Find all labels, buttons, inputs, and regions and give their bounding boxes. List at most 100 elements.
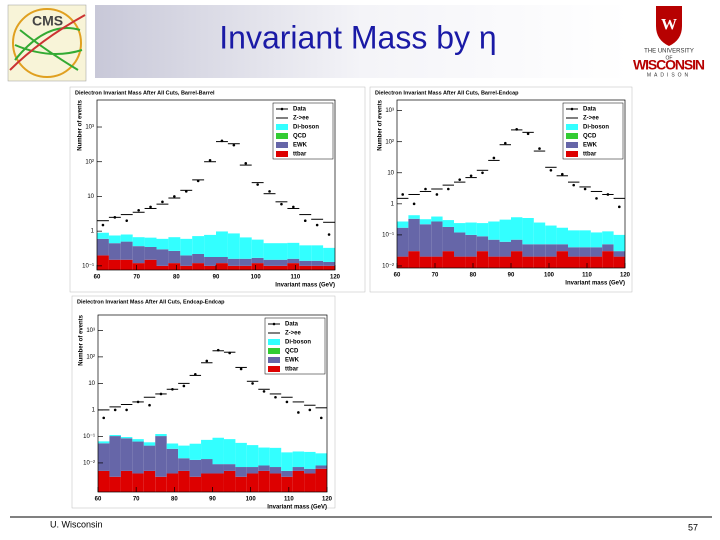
stack-segment: [315, 453, 327, 466]
stack-segment: [465, 222, 477, 235]
stack-segment: [545, 225, 557, 245]
x-tick-label: 60: [394, 273, 401, 279]
stack-segment: [109, 476, 121, 492]
stack-segment: [120, 470, 133, 492]
legend-box: [272, 102, 334, 160]
y-tick-label: 10²: [86, 354, 95, 360]
logo-text: WISCONSIN: [633, 57, 705, 73]
data-point: [125, 219, 129, 223]
stack-segment: [533, 244, 546, 257]
legend-label: ttbar: [293, 152, 307, 158]
stack-segment: [132, 246, 145, 264]
x-tick-label: 110: [284, 497, 294, 503]
y-tick-label: 10: [87, 194, 94, 200]
stack-segment: [281, 452, 293, 471]
data-point: [303, 219, 307, 223]
y-axis-label: Number of events: [378, 99, 384, 150]
stack-segment: [156, 238, 169, 250]
legend-swatch: [570, 107, 574, 111]
stack-segment: [216, 257, 228, 264]
cms-logo: CMS: [7, 4, 87, 82]
stack-segment: [323, 265, 335, 270]
stack-segment: [568, 256, 580, 268]
stack-segment: [98, 441, 110, 444]
stack-segment: [223, 470, 236, 492]
stack-segment: [223, 439, 236, 465]
stack-segment: [263, 259, 276, 266]
x-tick-label: 100: [251, 275, 262, 281]
data-point: [182, 384, 186, 388]
y-tick-label: 10³: [86, 328, 95, 334]
stack-segment: [419, 224, 432, 257]
legend-swatch: [276, 133, 288, 139]
stack-segment: [499, 256, 511, 268]
stack-segment: [476, 236, 489, 252]
legend-label: Di-boson: [583, 125, 609, 131]
data-point: [280, 202, 283, 206]
chart-title: Dielectron Invariant Mass After All Cuts…: [77, 299, 225, 305]
stack-segment: [155, 434, 167, 437]
stack-segment: [488, 239, 500, 257]
stack-segment: [397, 221, 409, 228]
stack-segment: [311, 245, 324, 261]
data-point: [125, 408, 128, 412]
stack-segment: [212, 437, 224, 465]
legend-label: EWK: [293, 143, 308, 149]
chart-title: Dielectron Invariant Mass After All Cuts…: [75, 90, 215, 96]
stack-segment: [488, 256, 500, 268]
stack-segment: [246, 467, 259, 474]
data-point: [504, 141, 507, 145]
stack-segment: [178, 445, 190, 459]
stack-segment: [275, 243, 288, 260]
legend-swatch: [268, 348, 280, 354]
stack-segment: [180, 265, 193, 270]
stack-segment: [454, 232, 466, 257]
stack-segment: [292, 451, 305, 468]
legend-swatch: [566, 133, 578, 139]
stack-segment: [239, 265, 252, 270]
legend-swatch: [272, 322, 276, 326]
stack-segment: [189, 476, 202, 492]
data-point: [572, 183, 575, 187]
stack-segment: [156, 265, 169, 270]
stack-segment: [168, 263, 181, 270]
stack-segment: [419, 256, 432, 268]
data-point: [239, 367, 243, 371]
stack-segment: [166, 443, 179, 449]
stack-segment: [178, 470, 190, 492]
stack-segment: [299, 260, 312, 266]
y-tick-label: 1: [91, 229, 95, 235]
x-tick-label: 60: [95, 497, 102, 503]
x-tick-label: 80: [173, 275, 180, 281]
stack-segment: [275, 265, 288, 270]
stack-segment: [323, 261, 335, 266]
logo-text: MADISON: [647, 72, 691, 78]
stack-segment: [275, 259, 288, 266]
legend-box: [562, 102, 624, 160]
stack-segment: [454, 223, 466, 233]
data-point: [319, 416, 323, 420]
data-point: [308, 408, 312, 412]
cms-text: CMS: [32, 13, 63, 29]
legend-label: Z->ee: [293, 116, 310, 122]
y-tick-label: 10⁻²: [382, 264, 394, 270]
data-point: [583, 187, 587, 191]
stack-segment: [292, 467, 305, 471]
stack-segment: [178, 458, 190, 471]
legend-label: QCD: [293, 134, 307, 140]
legend-label: Z->ee: [285, 331, 302, 337]
stack-segment: [246, 473, 259, 492]
data-point: [412, 202, 416, 206]
y-tick-label: 10: [88, 381, 95, 387]
x-tick-label: 100: [544, 273, 555, 279]
legend-label: ttbar: [583, 152, 597, 158]
data-point: [561, 172, 564, 176]
data-point: [549, 169, 553, 172]
legend-swatch: [268, 366, 280, 372]
stack-segment: [419, 219, 432, 225]
stack-segment: [442, 220, 454, 227]
stack-segment: [299, 245, 312, 261]
y-tick-label: 10³: [385, 108, 394, 114]
stack-segment: [143, 442, 156, 446]
stack-segment: [239, 258, 252, 266]
